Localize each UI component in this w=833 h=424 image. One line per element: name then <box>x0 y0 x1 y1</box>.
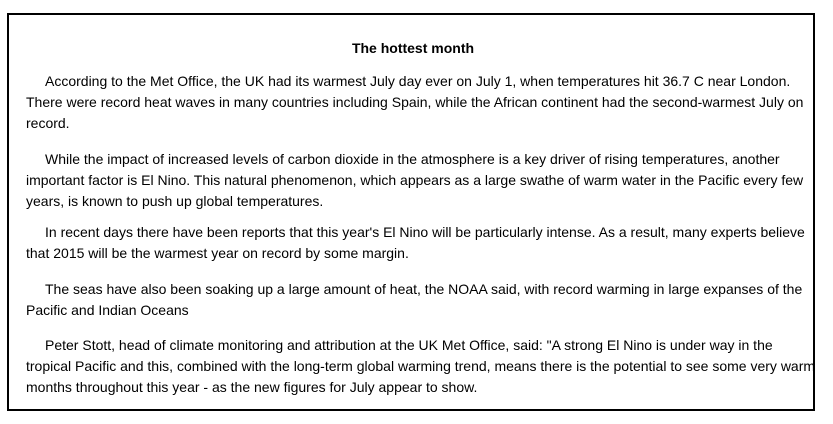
article-frame: The hottest month According to the Met O… <box>7 13 815 411</box>
article-paragraph: While the impact of increased levels of … <box>26 151 804 209</box>
article-title: The hottest month <box>351 40 475 56</box>
article-paragraph: According to the Met Office, the UK had … <box>26 73 804 131</box>
article-paragraph: The seas have also been soaking up a lar… <box>26 281 803 318</box>
article-paragraph: In recent days there have been reports t… <box>26 224 805 261</box>
article-paragraph: Peter Stott, head of climate monitoring … <box>26 337 816 395</box>
